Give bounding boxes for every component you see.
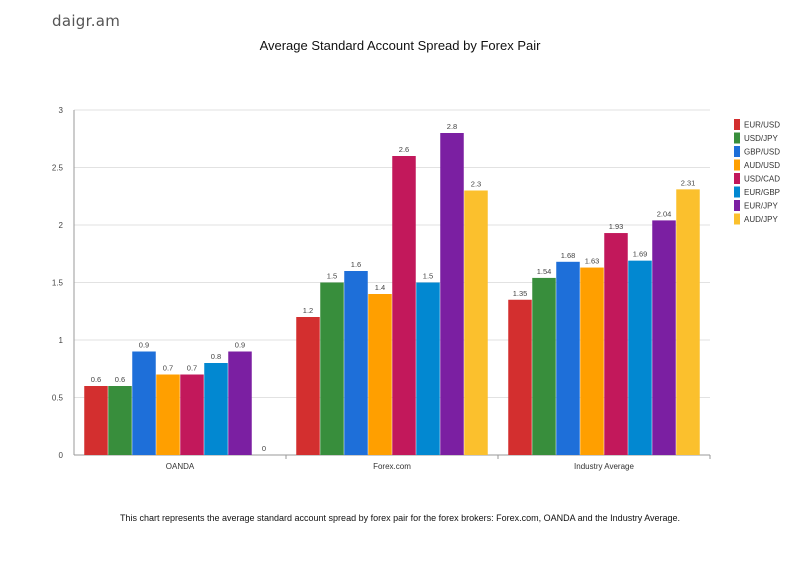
chart-title: Average Standard Account Spread by Forex… — [259, 38, 541, 53]
legend-label: USD/CAD — [744, 175, 780, 184]
bar — [180, 374, 204, 455]
bar — [392, 156, 416, 455]
data-label: 2.8 — [447, 122, 457, 131]
data-labels: 0.6 0.6 0.9 0.7 0.7 0.8 0.9 0 1.2 1.5 1.6 1.4 2.6 1.5… — [91, 122, 696, 453]
data-label: 1.6 — [351, 260, 361, 269]
legend: EUR/USD USD/JPY GBP/USD AUD/USD USD/CAD EUR/G… — [734, 119, 780, 225]
bar — [368, 294, 392, 455]
bar — [652, 220, 676, 455]
bar — [628, 260, 652, 455]
data-label: 1.2 — [303, 306, 313, 315]
bar — [464, 190, 488, 455]
y-tick-label: 1 — [59, 336, 64, 345]
legend-swatch — [734, 200, 740, 211]
y-tick-label: 3 — [59, 106, 64, 115]
data-label: 0.9 — [139, 341, 149, 350]
bars — [84, 133, 700, 455]
legend-swatch — [734, 173, 740, 184]
bar — [416, 282, 440, 455]
data-label: 1.5 — [327, 272, 337, 281]
bar — [580, 267, 604, 455]
bar — [556, 261, 580, 455]
data-label: 1.5 — [423, 272, 433, 281]
data-label: 1.63 — [585, 257, 600, 266]
y-tick-label: 0 — [59, 451, 64, 460]
legend-swatch — [734, 146, 740, 157]
y-tick-label: 2 — [59, 221, 64, 230]
data-label: 0.7 — [187, 364, 197, 373]
data-label: 0.8 — [211, 352, 221, 361]
y-tick-label: 1.5 — [52, 279, 64, 288]
data-label: 1.35 — [513, 289, 528, 298]
legend-label: EUR/USD — [744, 121, 780, 130]
data-label: 0.7 — [163, 364, 173, 373]
legend-label: AUD/JPY — [744, 215, 778, 224]
bar — [344, 271, 368, 455]
bar — [296, 317, 320, 455]
data-label: 1.69 — [633, 250, 648, 259]
bar — [156, 374, 180, 455]
data-label: 2.6 — [399, 145, 409, 154]
x-category-label: OANDA — [166, 462, 195, 471]
y-tick-label: 2.5 — [52, 164, 64, 173]
legend-label: EUR/GBP — [744, 188, 780, 197]
x-category-label: Industry Average — [574, 462, 634, 471]
data-label: 1.68 — [561, 251, 576, 260]
data-label: 1.4 — [375, 283, 385, 292]
legend-label: GBP/USD — [744, 148, 780, 157]
legend-swatch — [734, 119, 740, 130]
legend-label: USD/JPY — [744, 134, 778, 143]
x-category-label: Forex.com — [373, 462, 411, 471]
bar — [508, 299, 532, 455]
data-label: 2.3 — [471, 180, 481, 189]
bar — [604, 233, 628, 455]
bar — [84, 386, 108, 455]
bar — [108, 386, 132, 455]
legend-swatch — [734, 186, 740, 198]
bar — [440, 133, 464, 455]
data-label: 0.9 — [235, 341, 245, 350]
y-tick-label: 0.5 — [52, 394, 64, 403]
bar — [320, 282, 344, 455]
bar — [228, 351, 252, 455]
legend-swatch — [734, 159, 740, 171]
grid-lines — [74, 109, 710, 398]
legend-label: AUD/USD — [744, 161, 780, 170]
data-label: 0 — [262, 444, 266, 453]
data-label: 2.31 — [681, 178, 696, 187]
legend-swatch — [734, 132, 740, 144]
bar — [132, 351, 156, 455]
bar — [532, 277, 556, 455]
chart-caption: This chart represents the average standa… — [119, 513, 681, 523]
data-label: 2.04 — [657, 209, 672, 218]
brand-logo: daigr.am — [52, 12, 121, 30]
legend-label: EUR/JPY — [744, 202, 778, 211]
axes: 0 0.5 1 1.5 2 2.5 3 OANDA Forex.com Industry Aver… — [52, 106, 711, 471]
legend-swatch — [734, 213, 740, 225]
bar — [676, 189, 700, 455]
data-label: 0.6 — [91, 375, 101, 384]
bar — [204, 363, 228, 455]
data-label: 1.93 — [609, 222, 624, 231]
data-label: 1.54 — [537, 267, 552, 276]
data-label: 0.6 — [115, 375, 125, 384]
